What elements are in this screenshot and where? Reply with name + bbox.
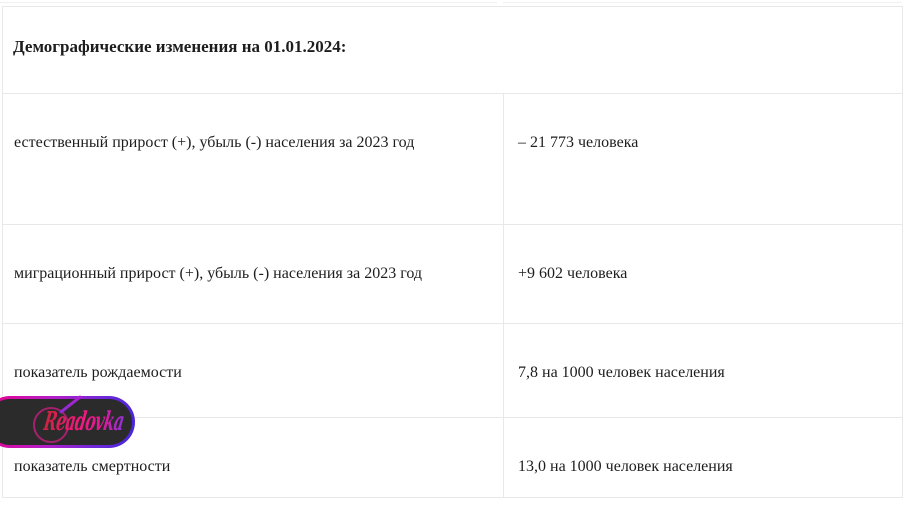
table-row: показатель рождаемости 7,8 на 1000 челов… bbox=[2, 323, 903, 418]
readovka-wordmark: Readovka bbox=[41, 407, 126, 437]
logo-ring-icon bbox=[33, 407, 69, 443]
demographics-table: Демографические изменения на 01.01.2024:… bbox=[2, 6, 903, 498]
table-row: миграционный прирост (+), убыль (-) насе… bbox=[2, 224, 903, 324]
table-row: показатель смертности 13,0 на 1000 челов… bbox=[2, 417, 903, 498]
row-label: показатель смертности bbox=[2, 417, 504, 498]
row-value: +9 602 человека bbox=[503, 224, 903, 324]
table-row: естественный прирост (+), убыль (-) насе… bbox=[2, 93, 903, 225]
table-title: Демографические изменения на 01.01.2024: bbox=[2, 6, 903, 94]
readovka-logo: Readovka bbox=[0, 395, 135, 448]
row-value: 7,8 на 1000 человек населения bbox=[503, 323, 903, 418]
row-value: 13,0 на 1000 человек населения bbox=[503, 417, 903, 498]
row-label: естественный прирост (+), убыль (-) насе… bbox=[2, 93, 504, 225]
table-header-row: Демографические изменения на 01.01.2024: bbox=[2, 6, 903, 94]
readovka-logo-pill: Readovka bbox=[0, 395, 132, 445]
top-divider-right bbox=[503, 2, 902, 3]
row-value: – 21 773 человека bbox=[503, 93, 903, 225]
top-divider-left bbox=[0, 2, 497, 3]
row-label: миграционный прирост (+), убыль (-) насе… bbox=[2, 224, 504, 324]
